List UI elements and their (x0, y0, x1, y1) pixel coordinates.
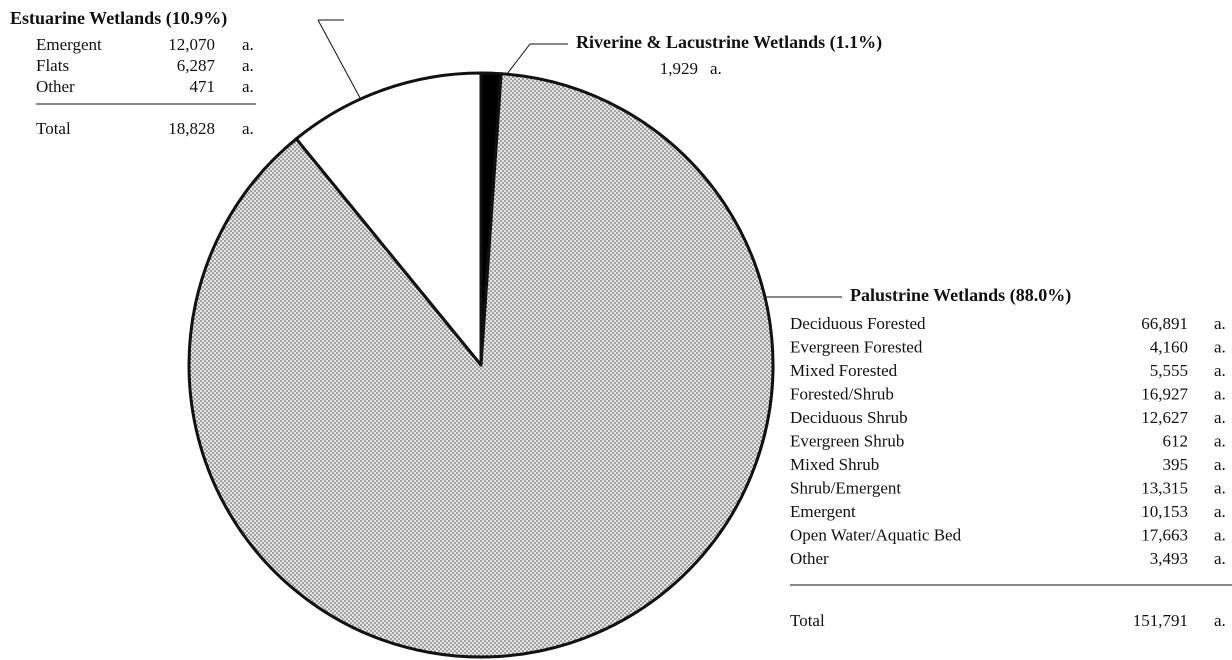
slice-label: Riverine & Lacustrine Wetlands (1.1%) (576, 32, 882, 53)
row-value: 471 (190, 77, 216, 96)
total-name: Total (36, 119, 71, 138)
row-name: Deciduous Shrub (790, 408, 908, 427)
slice-name: Riverine & Lacustrine Wetlands (576, 32, 825, 52)
slice-percent: (88.0%) (1010, 285, 1072, 306)
slice-label: Palustrine Wetlands (88.0%) (850, 285, 1071, 306)
row-value: 612 (1163, 431, 1189, 450)
pie-slice (294, 71, 483, 367)
slice-name: Estuarine Wetlands (10, 8, 161, 28)
row-name: Deciduous Forested (790, 314, 926, 333)
row-value: 395 (1163, 455, 1189, 474)
row-unit: a. (710, 59, 722, 78)
row-unit: a. (242, 56, 254, 75)
row-unit: a. (1214, 384, 1226, 403)
row-unit: a. (1214, 455, 1226, 474)
row-unit: a. (1214, 549, 1226, 568)
row-name: Open Water/Aquatic Bed (790, 525, 962, 544)
row-unit: a. (1214, 337, 1226, 356)
row-value: 3,493 (1150, 549, 1188, 568)
row-value: 6,287 (177, 56, 216, 75)
row-name: Flats (36, 56, 69, 75)
row-name: Evergreen Forested (790, 337, 923, 356)
row-value: 10,153 (1141, 502, 1188, 521)
row-name: Emergent (36, 35, 102, 54)
row-value: 13,315 (1141, 478, 1188, 497)
row-name: Shrub/Emergent (790, 478, 901, 497)
row-name: Mixed Forested (790, 361, 898, 380)
total-unit: a. (242, 119, 254, 138)
total-value: 151,791 (1133, 611, 1188, 630)
row-value: 4,160 (1150, 337, 1188, 356)
row-value: 12,070 (168, 35, 215, 54)
slice-name: Palustrine Wetlands (850, 285, 1005, 305)
row-name: Emergent (790, 502, 856, 521)
total-name: Total (790, 611, 825, 630)
row-name: Mixed Shrub (790, 455, 879, 474)
row-unit: a. (1214, 361, 1226, 380)
row-name: Other (790, 549, 829, 568)
row-name: Evergreen Shrub (790, 431, 904, 450)
row-value: 17,663 (1141, 525, 1188, 544)
row-value: 12,627 (1141, 408, 1188, 427)
row-unit: a. (1214, 478, 1226, 497)
row-value: 16,927 (1141, 384, 1188, 403)
row-value: 5,555 (1150, 361, 1188, 380)
row-unit: a. (242, 77, 254, 96)
total-value: 18,828 (168, 119, 215, 138)
slice-percent: (10.9%) (166, 8, 228, 29)
slice-label: Estuarine Wetlands (10.9%) (10, 8, 227, 29)
total-unit: a. (1214, 611, 1226, 630)
row-value: 66,891 (1141, 314, 1188, 333)
slice-percent: (1.1%) (830, 32, 883, 53)
row-name: Forested/Shrub (790, 384, 894, 403)
row-unit: a. (1214, 314, 1226, 333)
row-unit: a. (1214, 525, 1226, 544)
row-name: Other (36, 77, 75, 96)
row-value: 1,929 (660, 59, 698, 78)
row-unit: a. (1214, 431, 1226, 450)
row-unit: a. (242, 35, 254, 54)
row-unit: a. (1214, 502, 1226, 521)
row-unit: a. (1214, 408, 1226, 427)
